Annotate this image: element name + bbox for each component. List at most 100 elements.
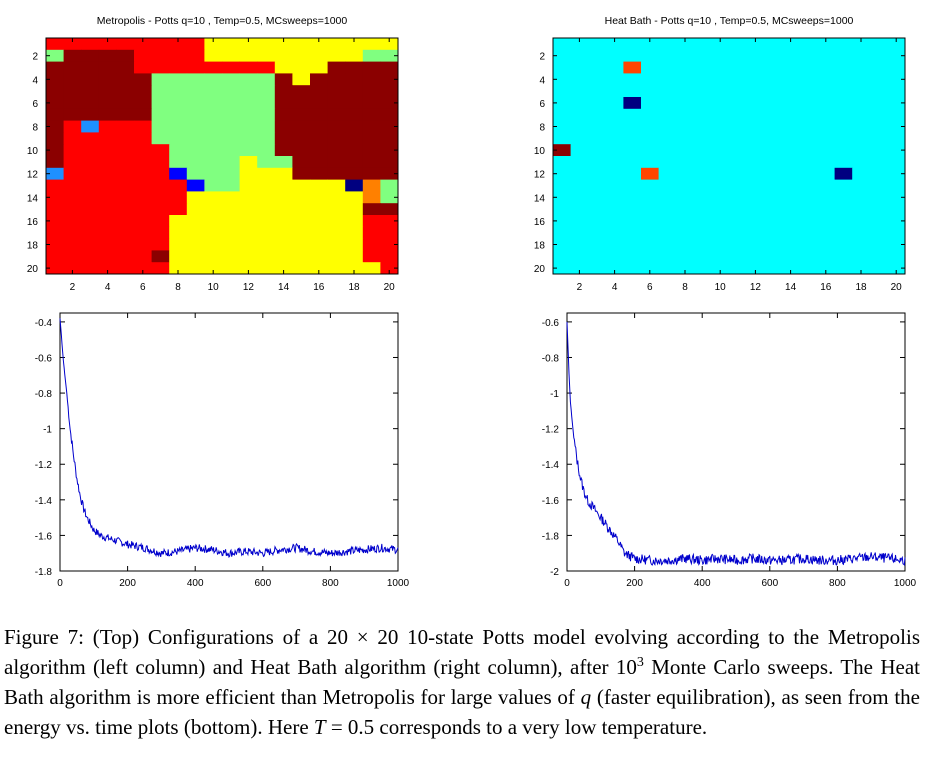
heatmap-cell bbox=[380, 262, 399, 275]
heatmap-cell bbox=[817, 226, 835, 239]
heatmap-cell bbox=[380, 73, 399, 86]
heatmap-cell bbox=[570, 61, 589, 74]
heatmap-cell bbox=[729, 215, 747, 228]
heatmap-cell bbox=[693, 250, 712, 263]
heatmap-cell bbox=[605, 191, 624, 204]
heatmap-cell bbox=[292, 85, 311, 98]
heatmap-cell bbox=[186, 73, 205, 86]
heatmap-cell bbox=[676, 226, 695, 239]
heatmap-cell bbox=[623, 179, 642, 192]
heatmap-cell bbox=[658, 97, 677, 110]
heatmap-cell bbox=[186, 167, 205, 180]
heatmap-cell bbox=[345, 61, 364, 74]
x-tick-label: 6 bbox=[140, 282, 146, 293]
heatmap-cell bbox=[852, 120, 871, 133]
heatmap-cell bbox=[46, 49, 64, 62]
heatmap-cell bbox=[46, 73, 64, 86]
heatmap-cell bbox=[605, 132, 624, 145]
heatmap-cell bbox=[658, 191, 677, 204]
heatmap-cell bbox=[274, 49, 293, 62]
heatmap-cell bbox=[676, 73, 695, 86]
heatmap-cell bbox=[63, 73, 82, 86]
figure-label: Figure 7: bbox=[4, 625, 84, 649]
heatmap-cell bbox=[186, 215, 205, 228]
heatmap-cell bbox=[81, 238, 100, 251]
x-tick-label: 4 bbox=[105, 282, 111, 293]
heatmap-cell bbox=[623, 215, 642, 228]
heatmap-cell bbox=[676, 38, 695, 51]
heatmap-cell bbox=[63, 120, 82, 133]
heatmap-cell bbox=[186, 250, 205, 263]
heatmap-cell bbox=[134, 108, 152, 121]
heatmap-cell bbox=[588, 49, 607, 62]
heatmap-cell bbox=[799, 49, 818, 62]
heatmap-cell bbox=[310, 49, 328, 62]
heatmap-cell bbox=[292, 61, 311, 74]
heatmap-cell bbox=[605, 167, 624, 180]
heatmap-cell bbox=[781, 144, 800, 157]
heatmap-cell bbox=[362, 108, 381, 121]
heatmap-cell bbox=[46, 238, 64, 251]
heatmap-cell bbox=[63, 238, 82, 251]
heatmap-cell bbox=[98, 97, 117, 110]
heatmap-cell bbox=[693, 144, 712, 157]
heatmap-cell bbox=[711, 226, 730, 239]
heatmap-cell bbox=[869, 179, 888, 192]
x-tick-label: 400 bbox=[187, 578, 204, 589]
heatmap-cell bbox=[81, 38, 100, 51]
heatmap-cell bbox=[310, 250, 328, 263]
heatmap-cell bbox=[676, 167, 695, 180]
heatmap-cell bbox=[746, 120, 765, 133]
y-tick-label: -0.8 bbox=[542, 353, 560, 364]
heatmap-cell bbox=[887, 132, 906, 145]
heatmap-cell bbox=[553, 120, 571, 133]
heatmap-cell bbox=[570, 250, 589, 263]
heatmap-cell bbox=[239, 262, 258, 275]
heatmap-cell bbox=[711, 215, 730, 228]
caption-part-2: Monte Carlo sweeps. The Heat Bath algori… bbox=[4, 655, 920, 709]
heatmap-cell bbox=[327, 73, 346, 86]
heatmap-cell bbox=[746, 97, 765, 110]
heatmap-cell bbox=[151, 203, 170, 216]
heatmap-cell bbox=[711, 49, 730, 62]
heatmap-cell bbox=[274, 38, 293, 51]
heatmap-cell bbox=[570, 108, 589, 121]
heatmap-cell bbox=[799, 179, 818, 192]
heatmap-cell bbox=[327, 108, 346, 121]
heatmap-cell bbox=[570, 215, 589, 228]
heatmap-cell bbox=[362, 203, 381, 216]
heatmap-cell bbox=[852, 179, 871, 192]
heatmap-cell bbox=[274, 132, 293, 145]
y-tick-label: -1.8 bbox=[35, 567, 53, 578]
heatmap-cell bbox=[852, 38, 871, 51]
heatmap-cell bbox=[151, 191, 170, 204]
heatmap-cell bbox=[257, 108, 276, 121]
heatmap-cell bbox=[327, 215, 346, 228]
heatmap-cell bbox=[781, 38, 800, 51]
heatmap-cell bbox=[799, 73, 818, 86]
heatmap-cell bbox=[274, 73, 293, 86]
heatmap-cell bbox=[781, 226, 800, 239]
heatmap-cell bbox=[362, 97, 381, 110]
heatmap-cell bbox=[729, 191, 747, 204]
heatmap-cell bbox=[852, 49, 871, 62]
y-tick-label: -1.2 bbox=[35, 460, 53, 471]
heatmap-cell bbox=[257, 203, 276, 216]
heatmap-cell bbox=[711, 250, 730, 263]
heatmap-cell bbox=[362, 167, 381, 180]
heatmap-cell bbox=[817, 191, 835, 204]
heatmap-cell bbox=[658, 250, 677, 263]
heatmap-cell bbox=[799, 108, 818, 121]
heatmap-cell bbox=[310, 132, 328, 145]
heatmap-cell bbox=[169, 97, 188, 110]
heatmap-cell bbox=[746, 203, 765, 216]
heatmap-cell bbox=[98, 61, 117, 74]
heatmap-cell bbox=[781, 156, 800, 169]
heatmap-cell bbox=[588, 156, 607, 169]
heatmap-cell bbox=[852, 61, 871, 74]
heatmap-cell bbox=[799, 61, 818, 74]
heatmap-cell bbox=[362, 179, 381, 192]
heatmap-cell bbox=[887, 61, 906, 74]
heatmap-cell bbox=[292, 97, 311, 110]
heatmap-cell bbox=[764, 85, 783, 98]
